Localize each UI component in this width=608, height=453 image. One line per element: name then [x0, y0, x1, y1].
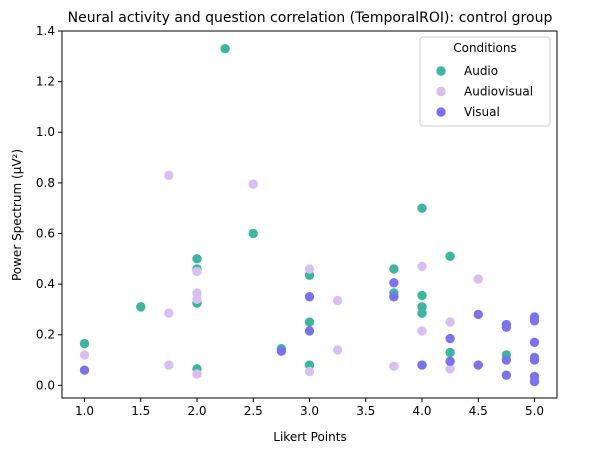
point-visual [529, 337, 540, 348]
point-visual [501, 370, 512, 380]
legend-label-audio: Audio [464, 64, 498, 78]
legend-entries: Audio Audiovisual Visual [436, 64, 533, 119]
point-audio [417, 308, 427, 318]
point-audio [389, 264, 399, 274]
point-audiovisual [79, 350, 90, 360]
y-axis-ticks: 0.0 0.2 0.4 0.6 0.8 1.0 1.2 1.4 [36, 24, 62, 392]
x-tick-label: 2.0 [187, 404, 206, 418]
point-audiovisual [389, 361, 399, 372]
x-tick-label: 5.0 [525, 404, 544, 418]
point-audiovisual [164, 170, 174, 180]
point-audio [192, 254, 202, 264]
point-visual [389, 292, 399, 302]
x-tick-label: 4.5 [469, 404, 488, 418]
point-audio [304, 317, 315, 327]
point-audiovisual [445, 317, 455, 327]
point-audiovisual [192, 369, 202, 379]
point-audio [445, 347, 455, 358]
point-audiovisual [164, 360, 174, 370]
points-layer [79, 44, 540, 387]
point-audiovisual [417, 326, 427, 336]
point-visual [501, 355, 512, 365]
point-audio [220, 44, 230, 54]
x-axis-ticks: 1.0 1.5 2.0 2.5 3.0 3.5 4.0 4.5 5.0 [75, 398, 544, 418]
x-tick-label: 1.0 [75, 404, 94, 418]
y-tick-label: 0.2 [36, 328, 55, 342]
point-visual [473, 360, 483, 370]
y-tick-label: 1.2 [36, 75, 55, 89]
point-audiovisual [248, 179, 258, 189]
point-audiovisual [332, 345, 343, 355]
legend: Conditions Audio Audiovisual Visual [419, 36, 551, 127]
point-audio [417, 290, 427, 301]
point-visual [445, 356, 455, 366]
point-audio [248, 228, 258, 239]
point-audiovisual [304, 366, 315, 377]
point-visual [445, 333, 455, 344]
legend-marker-audio [436, 66, 446, 76]
point-visual [529, 376, 540, 387]
point-audio [445, 251, 455, 261]
point-visual [79, 365, 90, 375]
point-audiovisual [304, 264, 315, 274]
y-tick-label: 0.4 [36, 277, 55, 291]
point-visual [304, 326, 315, 336]
y-tick-label: 1.4 [36, 24, 55, 38]
point-visual [529, 355, 540, 365]
chart-title: Neural activity and question correlation… [68, 10, 553, 26]
point-visual [304, 292, 315, 302]
legend-label-visual: Visual [464, 105, 500, 119]
point-audio [136, 302, 146, 312]
legend-box [419, 36, 551, 127]
point-visual [473, 309, 483, 320]
x-tick-label: 4.0 [412, 404, 431, 418]
legend-label-audiovisual: Audiovisual [464, 85, 533, 99]
point-audio [417, 203, 427, 213]
point-visual [389, 278, 399, 288]
x-axis-label: Likert Points [273, 430, 346, 444]
x-tick-label: 3.0 [300, 404, 319, 418]
legend-marker-visual [436, 107, 446, 117]
x-tick-label: 1.5 [131, 404, 150, 418]
legend-title: Conditions [453, 41, 517, 55]
point-audiovisual [332, 295, 343, 306]
point-visual [529, 316, 540, 326]
point-audiovisual [445, 364, 455, 374]
point-audiovisual [164, 308, 174, 318]
point-audiovisual [417, 261, 427, 272]
point-audio [79, 338, 90, 349]
point-visual [501, 322, 512, 332]
x-tick-label: 2.5 [244, 404, 263, 418]
y-tick-label: 0.6 [36, 226, 55, 240]
point-audiovisual [473, 274, 483, 284]
y-axis-label: Power Spectrum (µV²) [10, 149, 24, 281]
point-visual [276, 346, 287, 356]
y-tick-label: 0.8 [36, 176, 55, 190]
legend-marker-audiovisual [436, 86, 446, 97]
y-tick-label: 0.0 [36, 378, 55, 392]
y-tick-label: 1.0 [36, 125, 55, 139]
point-audiovisual [192, 294, 202, 304]
point-audiovisual [192, 266, 202, 277]
x-tick-label: 3.5 [356, 404, 375, 418]
point-visual [417, 360, 427, 370]
